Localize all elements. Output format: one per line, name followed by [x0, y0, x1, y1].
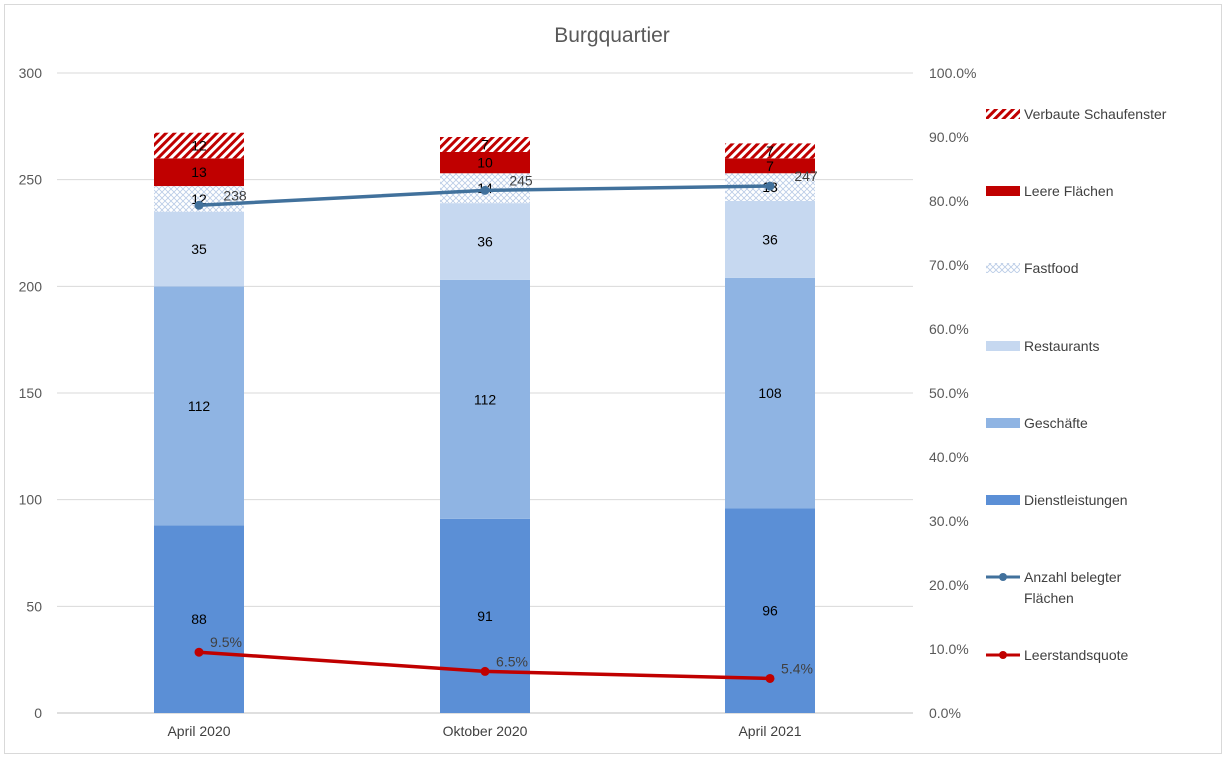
line-point	[194, 200, 204, 210]
legend-swatch	[986, 341, 1020, 351]
chart-title: Burgquartier	[554, 24, 670, 47]
y-axis-left: 0 50 100 150 200 250 300	[19, 65, 43, 721]
legend-label: Verbaute Schaufenster	[1024, 106, 1167, 122]
bar-data-label: 10	[477, 155, 493, 171]
bar-data-label: 13	[191, 164, 207, 180]
line-data-label: 247	[794, 168, 818, 184]
bar-segment	[725, 201, 815, 278]
line-data-labels: 238 245 247 9.5% 6.5% 5.4%	[210, 168, 818, 676]
bar-segment	[440, 279, 530, 519]
y-right-tick-label: 20.0%	[929, 577, 969, 593]
y-left-tick-label: 0	[34, 705, 42, 721]
bar-segment	[725, 158, 815, 174]
line-series	[194, 181, 775, 683]
x-category-label: April 2021	[738, 723, 801, 739]
bar-segment	[440, 151, 530, 174]
legend-label: Leerstandsquote	[1024, 647, 1129, 663]
y-right-tick-label: 50.0%	[929, 385, 969, 401]
bar-data-labels: 881123512131291112361410796108361377	[188, 136, 782, 627]
x-category-label: Oktober 2020	[443, 723, 528, 739]
legend-label: Dienstleistungen	[1024, 492, 1128, 508]
bar-data-label: 12	[191, 191, 207, 207]
bar-segment	[154, 158, 244, 187]
legend-label: Geschäfte	[1024, 415, 1088, 431]
bar-segment	[154, 525, 244, 713]
bar-data-label: 12	[191, 138, 207, 154]
line-data-label: 245	[509, 172, 533, 188]
bar-data-label: 35	[191, 241, 207, 257]
y-axis-right: 0.0% 10.0% 20.0% 30.0% 40.0% 50.0% 60.0% 70.0% 8…	[929, 65, 976, 721]
y-left-tick-label: 300	[19, 65, 43, 81]
bar-data-label: 7	[481, 136, 489, 152]
legend-label: Flächen	[1024, 590, 1074, 606]
bar-segment	[154, 211, 244, 287]
bar-segment	[440, 137, 530, 152]
x-category-label: April 2020	[167, 723, 230, 739]
y-right-tick-label: 100.0%	[929, 65, 976, 81]
bar-segment	[154, 286, 244, 526]
y-right-tick-label: 60.0%	[929, 321, 969, 337]
bar-segment	[725, 143, 815, 159]
bar-data-label: 7	[766, 143, 774, 159]
legend-label: Leere Flächen	[1024, 183, 1114, 199]
bar-data-label: 112	[188, 398, 211, 414]
legend-label: Restaurants	[1024, 338, 1099, 354]
bar-segment	[154, 132, 244, 159]
bar-data-label: 7	[766, 158, 774, 174]
legend-label: Anzahl belegter	[1024, 569, 1122, 585]
y-left-tick-label: 250	[19, 172, 43, 188]
y-left-tick-label: 200	[19, 278, 43, 294]
line-point	[765, 181, 775, 191]
x-axis-categories: April 2020 Oktober 2020 April 2021	[167, 723, 801, 739]
y-right-tick-label: 0.0%	[929, 705, 961, 721]
line-point	[480, 666, 490, 676]
line-point	[480, 185, 490, 195]
bar-data-label: 91	[477, 608, 493, 624]
bar-segments	[154, 132, 815, 713]
bar-data-label: 112	[474, 391, 497, 407]
line-data-label: 5.4%	[781, 660, 813, 676]
line-data-label: 9.5%	[210, 634, 242, 650]
y-right-tick-label: 10.0%	[929, 641, 969, 657]
y-right-tick-label: 80.0%	[929, 193, 969, 209]
bar-data-label: 36	[762, 231, 778, 247]
line-data-label: 238	[223, 187, 247, 203]
legend-swatch	[986, 109, 1020, 119]
y-right-tick-label: 40.0%	[929, 449, 969, 465]
legend-label: Fastfood	[1024, 260, 1078, 276]
y-left-tick-label: 50	[26, 598, 42, 614]
legend-swatch	[986, 418, 1020, 428]
line-data-label: 6.5%	[496, 653, 528, 669]
line-point	[194, 647, 204, 657]
legend-swatch-point	[999, 573, 1007, 581]
legend-swatch	[986, 263, 1020, 273]
bar-segment	[440, 203, 530, 280]
bar-data-label: 108	[758, 385, 782, 401]
line-point	[765, 673, 775, 683]
bar-data-label: 88	[191, 611, 207, 627]
y-left-tick-label: 100	[19, 492, 43, 508]
bar-data-label: 96	[762, 603, 778, 619]
bar-data-label: 36	[477, 234, 493, 250]
y-right-tick-label: 30.0%	[929, 513, 969, 529]
bar-segment	[440, 518, 530, 713]
bar-segment	[725, 277, 815, 509]
y-right-tick-label: 90.0%	[929, 129, 969, 145]
legend-swatch	[986, 186, 1020, 196]
y-left-tick-label: 150	[19, 385, 43, 401]
y-right-tick-label: 70.0%	[929, 257, 969, 273]
legend: Verbaute Schaufenster Leere Flächen Fastfo…	[986, 106, 1167, 663]
legend-swatch	[986, 495, 1020, 505]
legend-swatch-point	[999, 651, 1007, 659]
